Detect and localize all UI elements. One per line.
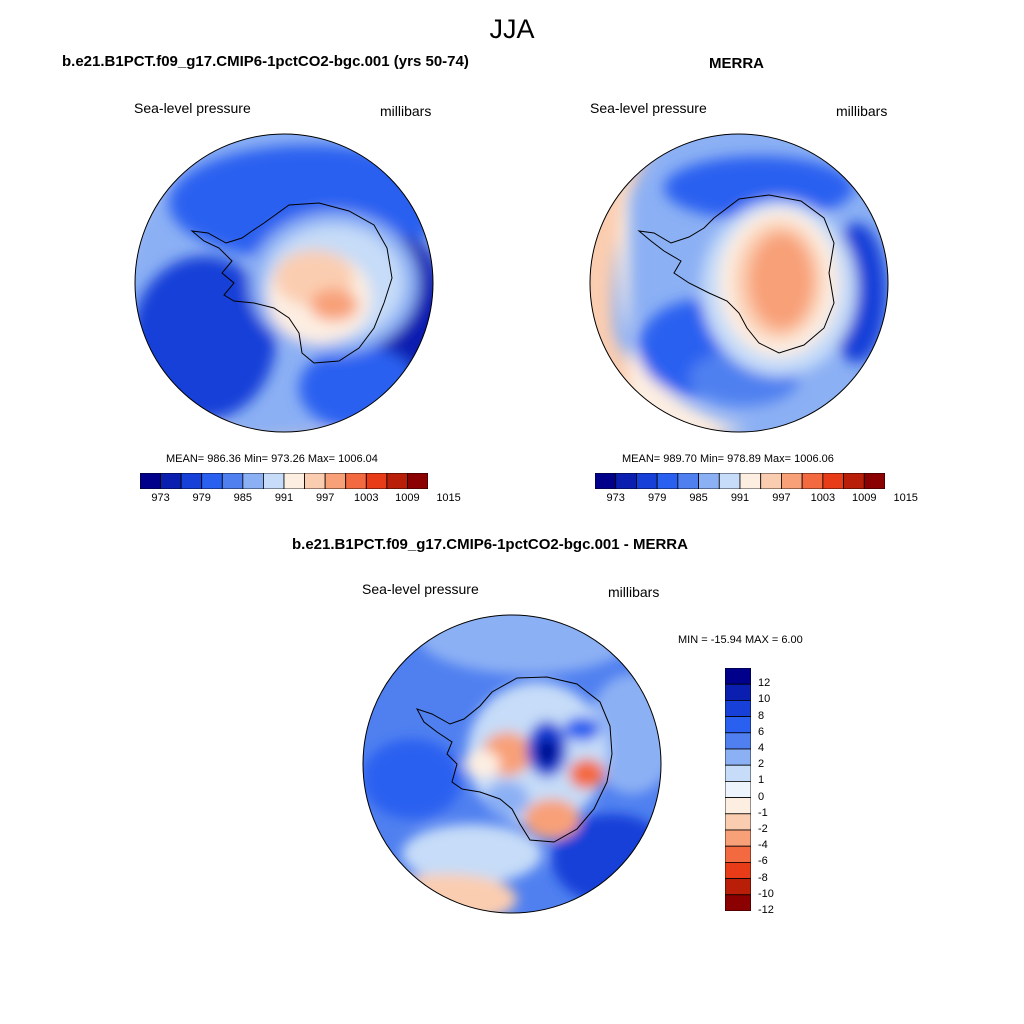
- colorbar_main-box-7: [739, 472, 762, 490]
- model-panel-title: b.e21.B1PCT.f09_g17.CMIP6-1pctCO2-bgc.00…: [62, 53, 469, 70]
- colorbar_main-box-4: [677, 472, 699, 490]
- colorbar-tick-label: 973: [606, 492, 625, 504]
- colorbar_diff-box-6: [724, 764, 752, 782]
- colorbar_diff-box-1: [724, 683, 752, 701]
- colorbar-tick-label: 1015: [893, 492, 918, 504]
- colorbar_main-box-6: [263, 472, 285, 490]
- colorbar_main-box-1: [160, 472, 182, 490]
- colorbar_main-box-3: [201, 472, 223, 490]
- colorbar_main-box-8: [304, 472, 326, 490]
- colorbar_main-box-0: [139, 472, 161, 490]
- model-map: [134, 133, 434, 433]
- colorbar_main-box-12: [843, 472, 865, 490]
- colorbar_main-box-13: [863, 472, 886, 490]
- colorbar-tick-label: 1009: [852, 492, 877, 504]
- obs-map: [589, 133, 889, 433]
- obs-units-label: millibars: [836, 103, 888, 119]
- colorbar_diff-box-11: [724, 845, 752, 863]
- colorbar_main-box-8: [760, 472, 782, 490]
- colorbar-tick-label: -2: [758, 823, 768, 835]
- colorbar-tick-label: -8: [758, 871, 768, 884]
- colorbar_diff-box-7: [724, 781, 752, 799]
- colorbar_main-box-12: [386, 472, 408, 490]
- colorbar-tick-label: 8: [758, 709, 765, 722]
- colorbar-tick-label: -12: [758, 904, 774, 916]
- colorbar-tick-label: 979: [647, 492, 667, 504]
- figure-title: JJA: [489, 14, 535, 44]
- colorbar-tick-label: 2: [758, 758, 765, 771]
- model-stats: MEAN= 986.36 Min= 973.26 Max= 1006.04: [166, 453, 378, 465]
- obs-variable-label: Sea-level pressure: [590, 100, 707, 116]
- colorbar_diff-box-14: [724, 894, 752, 912]
- colorbar_diff-box-5: [724, 748, 752, 766]
- colorbar_diff-box-10: [724, 829, 752, 847]
- colorbar_diff-box-0: [724, 667, 752, 685]
- colorbar-tick-label: 1003: [354, 492, 379, 504]
- obs-colorbar: [594, 472, 886, 490]
- diff-map: [362, 614, 662, 914]
- colorbar_diff-box-9: [724, 813, 752, 831]
- colorbar_main-box-6: [718, 472, 741, 490]
- colorbar-tick-label: -1: [758, 806, 768, 819]
- model-colorbar: [139, 472, 429, 490]
- colorbar_main-box-1: [615, 472, 637, 490]
- colorbar-tick-label: 1015: [436, 492, 461, 504]
- diff-colorbar: [724, 667, 752, 912]
- obs-panel-title: MERRA: [709, 55, 764, 72]
- obs-colorbar-ticks: 973 979 985 991 997 1003 1009 1015: [595, 492, 918, 508]
- colorbar_main-box-5: [242, 472, 264, 490]
- colorbar_main-box-9: [781, 472, 803, 490]
- colorbar-tick-label: 12: [758, 677, 771, 690]
- colorbar-tick-label: 1009: [395, 492, 420, 504]
- colorbar-tick-label: -10: [758, 887, 774, 900]
- colorbar_main-box-7: [283, 472, 305, 490]
- colorbar-tick-label: 979: [192, 492, 211, 504]
- colorbar-tick-label: 10: [758, 693, 771, 706]
- diff-units-label: millibars: [608, 584, 660, 600]
- model-variable-label: Sea-level pressure: [134, 100, 251, 116]
- colorbar_diff-box-12: [724, 861, 752, 879]
- colorbar_main-box-5: [698, 472, 720, 490]
- colorbar-tick-label: 6: [758, 725, 765, 738]
- colorbar_diff-box-3: [724, 716, 752, 734]
- colorbar_main-box-9: [324, 472, 347, 490]
- colorbar_main-box-11: [365, 472, 388, 490]
- diff-colorbar-ticks: 12 10 8 6 4 2 1 0 -1 -2 -4 -6 -8 -10 -12: [758, 668, 798, 916]
- colorbar_main-box-10: [801, 472, 824, 490]
- colorbar_main-box-2: [636, 472, 658, 490]
- model-units-label: millibars: [380, 103, 432, 119]
- diff-panel-title: b.e21.B1PCT.f09_g17.CMIP6-1pctCO2-bgc.00…: [292, 536, 688, 553]
- colorbar-tick-label: 0: [758, 790, 765, 803]
- colorbar_main-box-10: [345, 472, 367, 490]
- colorbar-tick-label: 991: [730, 492, 750, 504]
- colorbar-tick-label: -4: [758, 839, 768, 852]
- colorbar_main-box-13: [407, 472, 429, 490]
- colorbar-tick-label: 997: [772, 492, 791, 504]
- obs-stats: MEAN= 989.70 Min= 978.89 Max= 1006.06: [622, 453, 834, 465]
- colorbar-tick-label: 991: [274, 492, 294, 504]
- colorbar_diff-box-4: [724, 732, 752, 750]
- colorbar_diff-box-8: [724, 797, 752, 815]
- diff-variable-label: Sea-level pressure: [362, 581, 479, 597]
- colorbar_main-box-0: [594, 472, 617, 490]
- colorbar_main-box-4: [221, 472, 244, 490]
- colorbar-tick-label: 997: [315, 492, 335, 504]
- colorbar_main-box-3: [656, 472, 679, 490]
- colorbar_main-box-2: [180, 472, 203, 490]
- colorbar-tick-label: 985: [233, 492, 253, 504]
- diff-stats: MIN = -15.94 MAX = 6.00: [678, 634, 803, 646]
- colorbar_diff-box-13: [724, 878, 752, 896]
- model-colorbar-ticks: 973 979 985 991 997 1003 1009 1015: [140, 492, 460, 508]
- colorbar_diff-box-2: [724, 700, 752, 718]
- colorbar-tick-label: 4: [758, 742, 765, 754]
- colorbar-tick-label: 1: [758, 774, 765, 787]
- colorbar-tick-label: 1003: [810, 492, 836, 504]
- colorbar-tick-label: 973: [151, 492, 170, 504]
- colorbar_main-box-11: [822, 472, 844, 490]
- colorbar-tick-label: 985: [689, 492, 708, 504]
- colorbar-tick-label: -6: [758, 855, 768, 868]
